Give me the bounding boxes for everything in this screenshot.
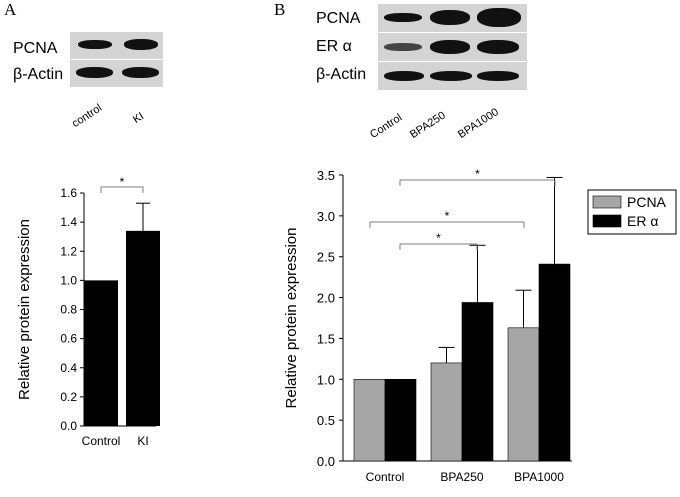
chart-a-xtick-label: KI: [137, 434, 148, 448]
blot-b-row-label: β-Actin: [316, 66, 367, 83]
blot-band: [384, 43, 422, 51]
blot-a-row-label: β-Actin: [13, 66, 64, 83]
chart-b-legend-label: PCNA: [627, 194, 667, 210]
blot-band: [78, 40, 112, 49]
chart-a-ytick-label: 0.2: [60, 390, 77, 404]
chart-b-legend-swatch: [592, 214, 622, 228]
blot-b-pcna-strip: [378, 4, 527, 32]
chart-a-ytick-label: 0.6: [60, 332, 77, 346]
blot-band: [430, 71, 472, 81]
blot-a-actin-strip: [70, 60, 163, 87]
chart-b-xtick-label: BPA1000: [514, 470, 564, 484]
chart-b-xtick-label: Control: [366, 470, 405, 484]
chart-a-ytick-label: 0.4: [60, 361, 77, 375]
chart-a-ytick-label: 1.6: [60, 186, 77, 200]
chart-a-ytick-label: 1.0: [60, 273, 77, 287]
chart-b-ytick-label: 3.0: [317, 209, 335, 224]
chart-b-bar-er-alpha: [538, 263, 571, 462]
blot-band: [384, 13, 422, 22]
blot-b-er-strip: [378, 33, 527, 61]
chart-b-ytick-label: 3.5: [317, 168, 335, 183]
chart-a-ytick-label: 0.8: [60, 303, 77, 317]
chart-a-significance-bracket: [100, 186, 144, 193]
chart-a-y-axis-label: Relative protein expression: [16, 219, 33, 400]
blot-b-actin-strip: [378, 62, 527, 90]
blot-band: [477, 71, 519, 81]
blot-a-pcna-strip: [70, 32, 163, 59]
chart-b-significance-label: *: [475, 167, 480, 181]
blot-b-row-label: PCNA: [316, 10, 361, 27]
chart-b-ytick-label: 2.0: [317, 291, 335, 306]
blot-band: [384, 71, 424, 81]
chart-b-ytick-label: 1.5: [317, 331, 335, 346]
blot-band: [76, 67, 113, 78]
blot-band: [477, 40, 519, 54]
chart-b-significance-label: *: [445, 209, 450, 223]
blot-b-row-label: ER α: [316, 38, 352, 55]
chart-b-bar-er-alpha: [384, 378, 417, 462]
chart-a-bar: [126, 230, 160, 426]
chart-b-legend-label: ER α: [627, 213, 658, 229]
chart-a-ytick-label: 1.2: [60, 244, 77, 258]
chart-a-significance-label: *: [120, 175, 125, 189]
chart-b-ytick-label: 0.5: [317, 413, 335, 428]
chart-a-xtick-label: Control: [82, 434, 121, 448]
chart-b-ytick-label: 2.5: [317, 250, 335, 265]
blot-band: [477, 8, 521, 27]
chart-a-ytick-label: 0.0: [60, 419, 77, 433]
chart-b-xtick-label: BPA250: [440, 470, 483, 484]
chart-b-bar-pcna: [430, 362, 463, 462]
blot-band: [430, 10, 470, 25]
chart-b-significance-bracket: [399, 179, 556, 186]
chart-b-ytick-label: 0.0: [317, 454, 335, 469]
chart-a-bar: [84, 280, 118, 426]
chart-b-significance-bracket: [399, 243, 478, 250]
chart-b-significance-bracket: [369, 221, 525, 228]
panel-b-label: B: [274, 0, 286, 19]
chart-b-bar-pcna: [353, 378, 386, 462]
chart-a-ytick-label: 1.4: [60, 215, 77, 229]
chart-b-y-axis-label: Relative protein expression: [283, 228, 300, 409]
blot-a-row-label: PCNA: [13, 40, 58, 57]
panel-a-label: A: [4, 0, 17, 19]
chart-b-bar-pcna: [507, 327, 540, 462]
chart-b-bar-er-alpha: [461, 302, 494, 462]
blot-band: [124, 39, 158, 50]
chart-b-significance-label: *: [436, 231, 441, 245]
chart-b-legend-swatch: [592, 195, 622, 209]
blot-band: [430, 40, 470, 54]
blot-band: [122, 67, 159, 78]
chart-b-ytick-label: 1.0: [317, 372, 335, 387]
